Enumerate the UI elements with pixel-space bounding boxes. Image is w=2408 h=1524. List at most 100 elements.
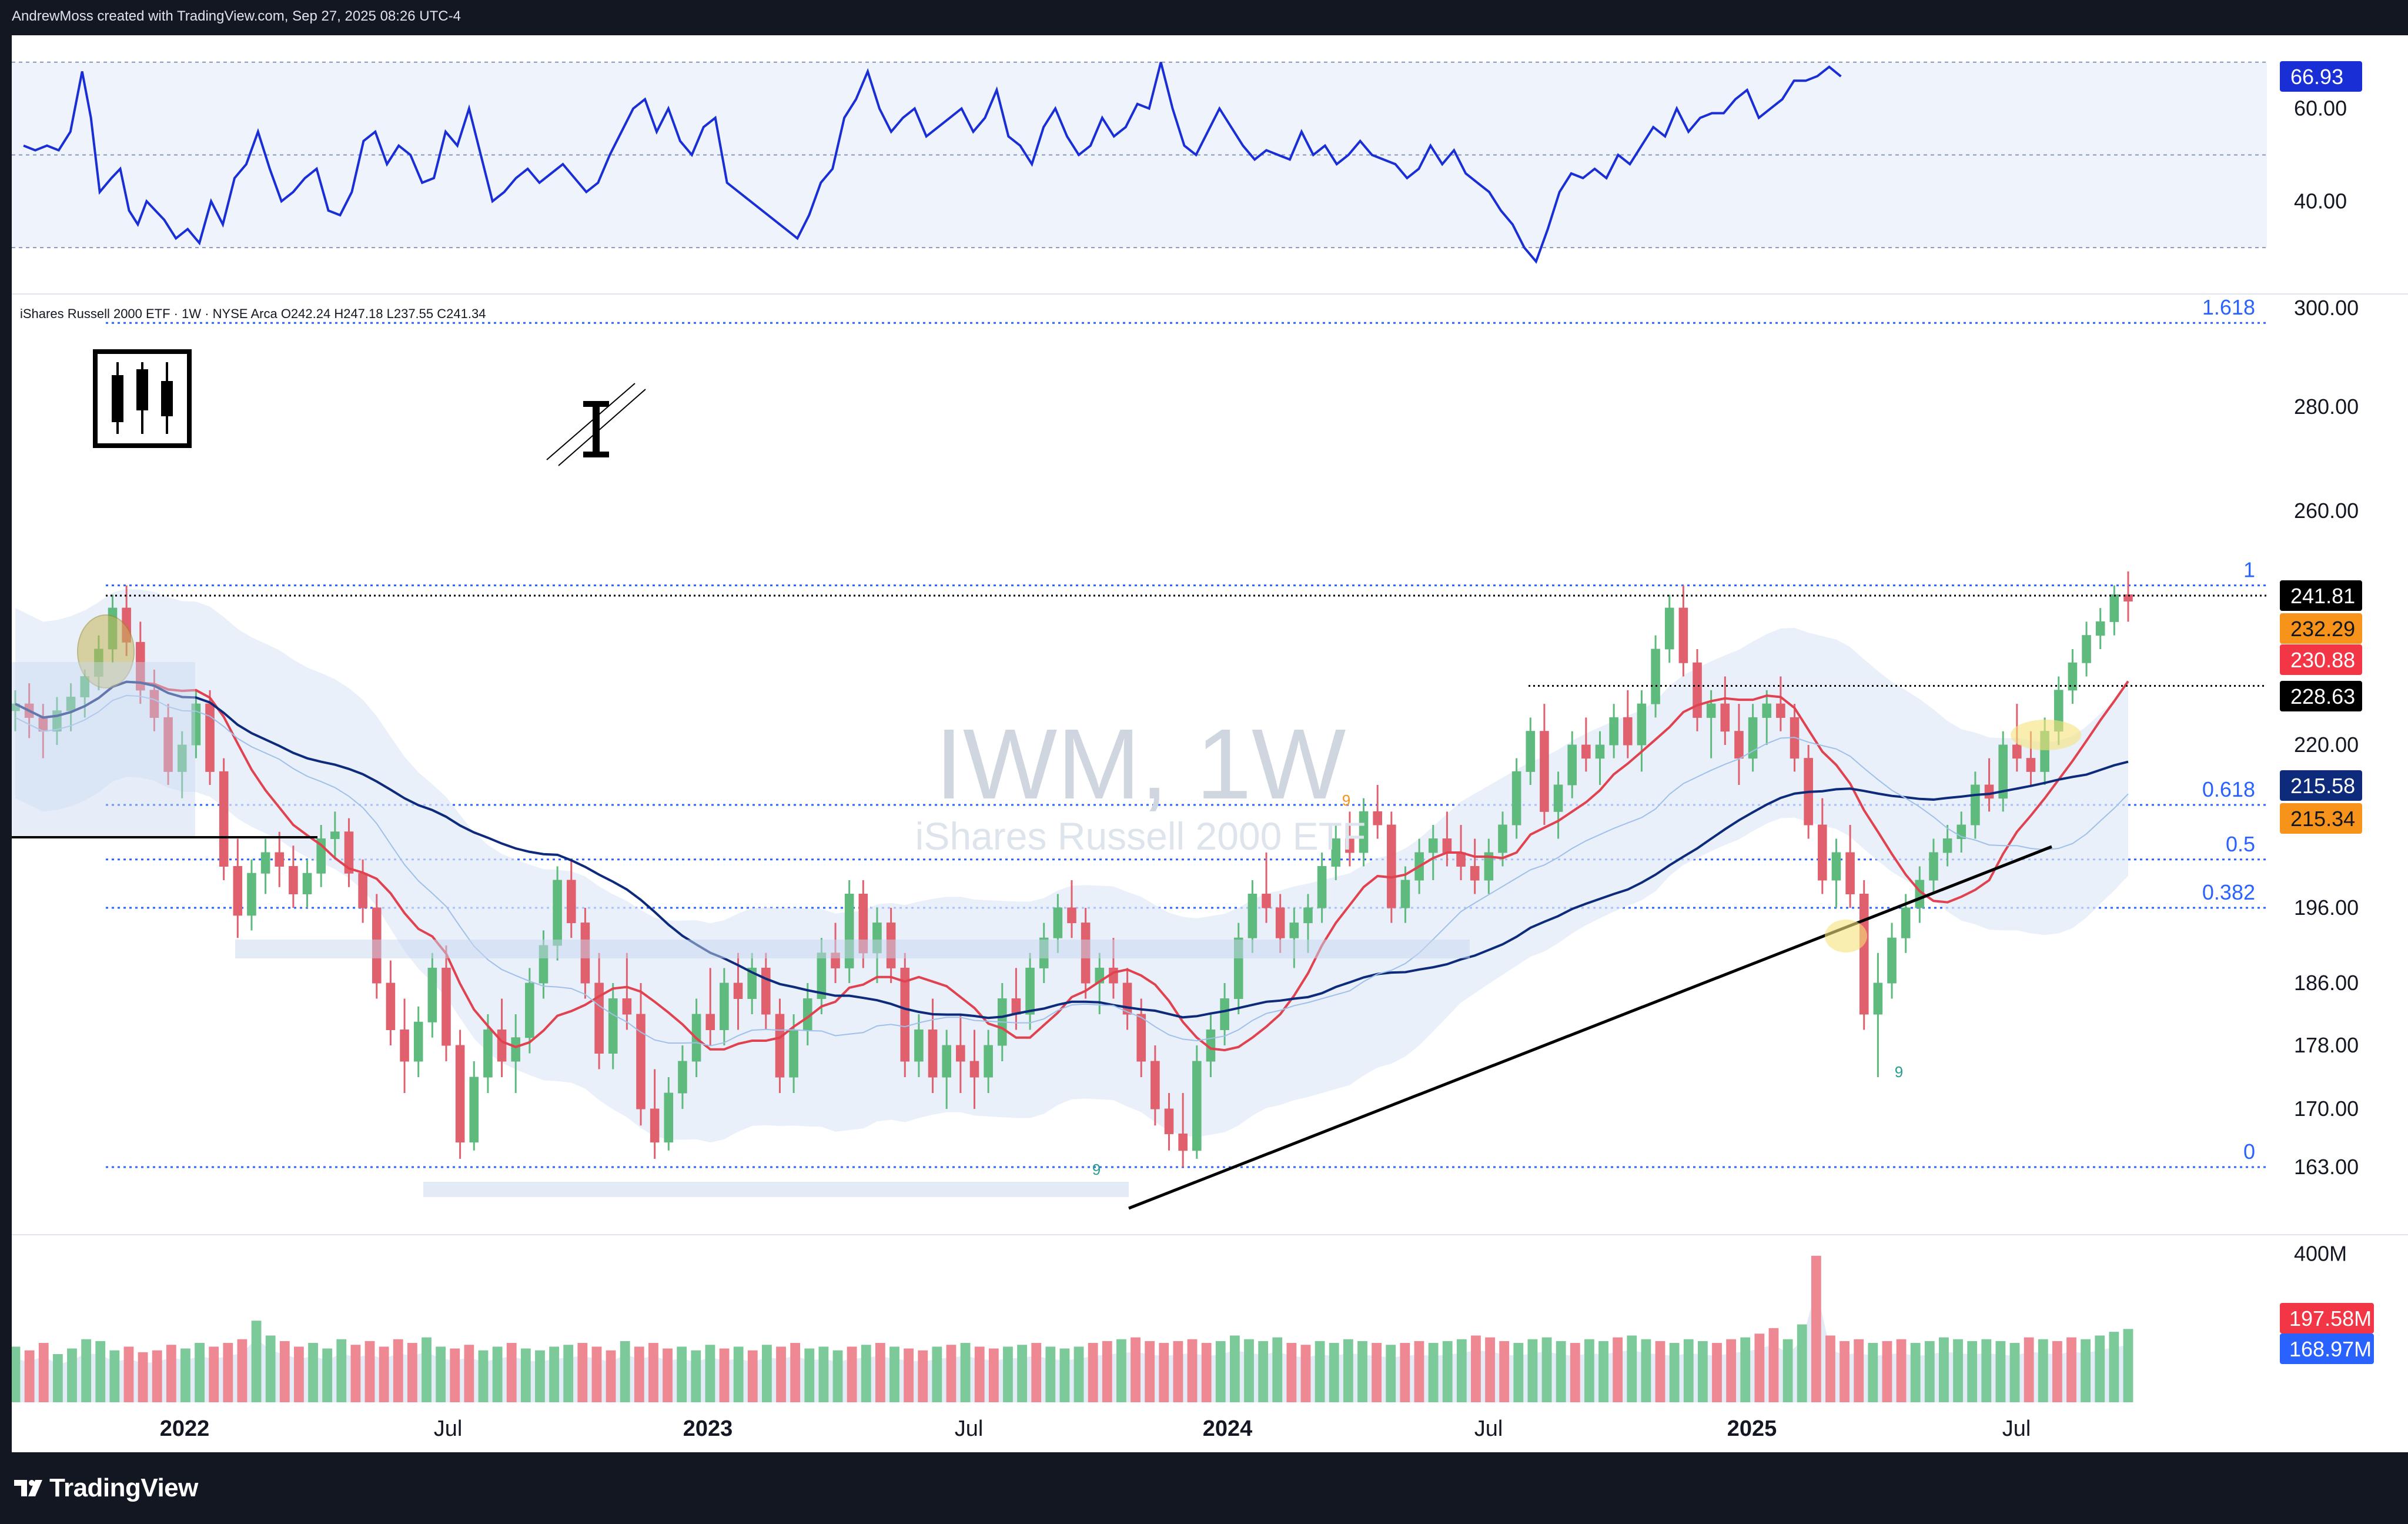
volume-bar xyxy=(1017,1345,1027,1402)
price-tick-label: 178.00 xyxy=(2294,1033,2359,1057)
volume-bar xyxy=(1924,1341,1935,1402)
candle-body xyxy=(149,690,159,718)
logo-candle-2 xyxy=(136,369,148,410)
volume-bar xyxy=(506,1343,517,1402)
price-tick-label: 196.00 xyxy=(2294,895,2359,920)
volume-bar xyxy=(1372,1343,1382,1402)
volume-bar xyxy=(1102,1341,1112,1402)
price-label-box xyxy=(2280,803,2362,834)
volume-bar xyxy=(563,1345,574,1402)
volume-bar xyxy=(1031,1343,1042,1402)
fib-level-label: 0.382 xyxy=(2202,880,2255,904)
candle-body xyxy=(1567,744,1577,786)
candle-body xyxy=(761,967,771,1015)
logo-candle-3 xyxy=(161,381,173,416)
time-tick-label: Jul xyxy=(955,1416,984,1441)
volume-bar xyxy=(747,1350,758,1402)
volume-bar xyxy=(1173,1341,1183,1402)
range-box xyxy=(235,940,1470,958)
candle-body xyxy=(1387,824,1396,908)
candle-body xyxy=(914,1030,924,1062)
inner-circle-letter xyxy=(593,402,600,455)
volume-bar xyxy=(1782,1339,1793,1402)
candle-body xyxy=(427,967,437,1022)
volume-bar xyxy=(620,1341,630,1402)
candle-body xyxy=(1151,1061,1160,1109)
volume-bar xyxy=(776,1346,786,1402)
volume-pane: 400M 197.58M 168.97M xyxy=(12,1242,2374,1402)
volume-bar xyxy=(960,1343,971,1402)
candle-body xyxy=(2109,594,2119,622)
volume-bar xyxy=(2123,1329,2133,1402)
td-sequential-marker: 9 xyxy=(1895,1063,1903,1081)
tradingview-logo[interactable]: TradingView xyxy=(14,1473,198,1503)
price-tick-label: 260.00 xyxy=(2294,499,2359,523)
rsi-last-value-box xyxy=(2280,61,2362,92)
price-tick-label: 220.00 xyxy=(2294,733,2359,757)
inner-circle-letter-top xyxy=(583,401,609,407)
candle-body xyxy=(1526,731,1536,772)
candle-body xyxy=(2095,621,2105,636)
volume-bar xyxy=(606,1350,616,1402)
candle-body xyxy=(622,998,632,1015)
logo-candle-1 xyxy=(112,375,123,422)
volume-bar xyxy=(237,1339,248,1402)
candle-body xyxy=(260,852,270,874)
candle-body xyxy=(1595,744,1605,759)
volume-label-box xyxy=(2280,1333,2374,1364)
candle-body xyxy=(1498,824,1507,853)
chart-canvas[interactable]: 60.00 40.00 66.93 1.618 1 0.618 0.5 0.382 0 9 9 9 3… xyxy=(12,35,2408,1452)
volume-bar xyxy=(804,1348,815,1402)
candle-body xyxy=(205,703,215,772)
candle-body xyxy=(1289,923,1299,938)
price-label: 232.29 xyxy=(2290,617,2355,641)
volume-bar xyxy=(1669,1343,1680,1402)
volume-bar xyxy=(974,1346,985,1402)
candle-body xyxy=(1748,717,1758,759)
volume-bar xyxy=(1754,1333,1765,1402)
volume-bar xyxy=(1300,1345,1311,1402)
candle-body xyxy=(1720,703,1730,732)
candle-body xyxy=(1929,852,1938,881)
volume-bar xyxy=(1613,1337,1623,1402)
candle-body xyxy=(497,1030,507,1062)
volume-bar xyxy=(1683,1339,1694,1402)
candle-body xyxy=(1651,649,1660,704)
volume-bar xyxy=(1584,1339,1594,1402)
candle-body xyxy=(1609,717,1618,746)
candle-body xyxy=(1275,907,1285,938)
volume-bar xyxy=(123,1346,134,1402)
price-pane: 1.618 1 0.618 0.5 0.382 0 9 9 9 300.00 280.00 260.0… xyxy=(12,295,2408,1235)
volume-bar xyxy=(180,1348,190,1402)
candle-body xyxy=(1359,811,1369,853)
chart-panel[interactable]: 60.00 40.00 66.93 1.618 1 0.618 0.5 0.382 0 9 9 9 3… xyxy=(12,35,2408,1452)
volume-bar xyxy=(634,1346,644,1402)
volume-bar xyxy=(81,1339,92,1402)
volume-bar xyxy=(95,1341,106,1402)
rsi-band xyxy=(12,62,2267,248)
candle-body xyxy=(358,873,367,908)
volume-bar xyxy=(1995,1341,2006,1402)
candle-body xyxy=(1220,998,1229,1030)
price-label: 241.81 xyxy=(2290,584,2355,608)
candle-body xyxy=(66,696,76,711)
volume-bar xyxy=(1201,1343,1212,1402)
volume-bar xyxy=(322,1348,333,1402)
candle-body xyxy=(219,771,229,867)
volume-bar xyxy=(1797,1324,1807,1402)
candle-body xyxy=(928,1030,938,1078)
candle-body xyxy=(177,744,187,772)
candle-body xyxy=(400,1030,409,1062)
volume-bar xyxy=(875,1343,885,1402)
candle-body xyxy=(747,967,757,1000)
volume-label: 168.97M xyxy=(2289,1337,2372,1361)
candle-body xyxy=(1901,907,1911,938)
time-tick-label: 2022 xyxy=(160,1416,210,1441)
highlight-ellipse xyxy=(2011,720,2081,750)
price-label-box xyxy=(2280,770,2362,801)
candle-body xyxy=(1693,662,1702,718)
volume-bar xyxy=(1059,1348,1070,1402)
price-label: 230.88 xyxy=(2290,648,2355,672)
volume-bar xyxy=(1627,1335,1637,1402)
volume-bar xyxy=(2081,1339,2091,1402)
